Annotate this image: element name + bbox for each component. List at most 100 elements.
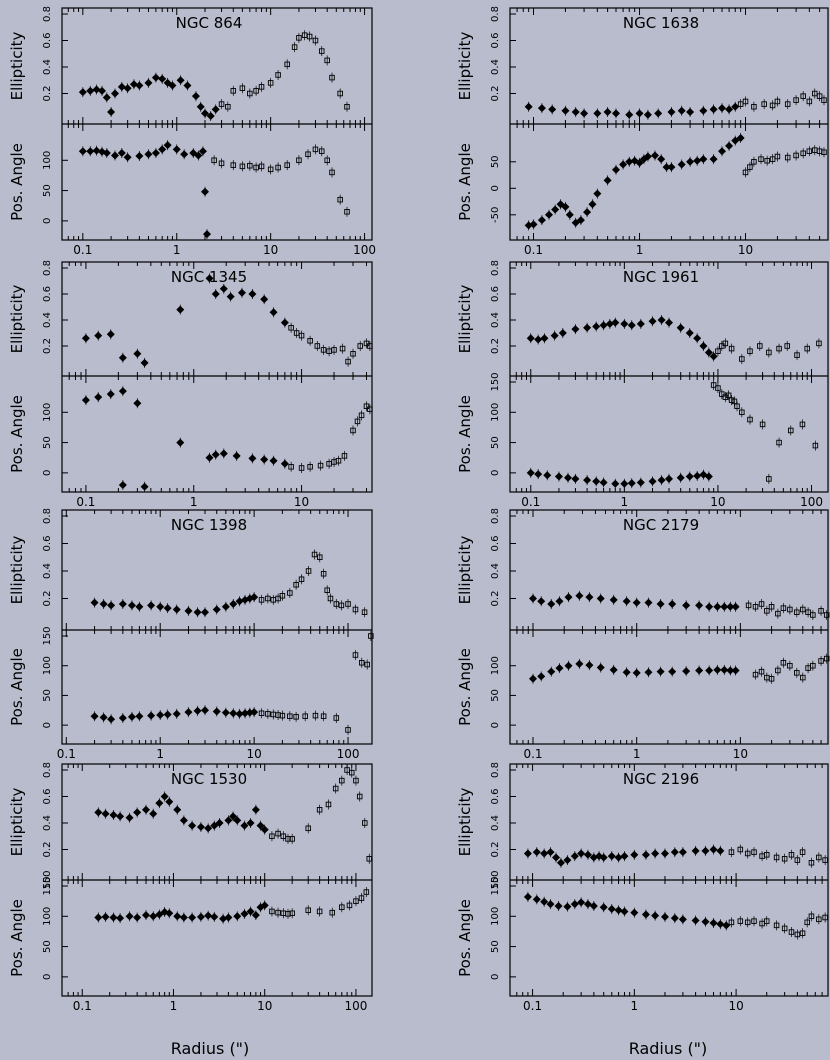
ngc-1530-pa-ytick-label: 100	[42, 907, 53, 926]
ngc-2196-ellipticity-point	[709, 845, 718, 854]
ngc-2179-pa-point	[752, 671, 759, 678]
ngc-1530-ellipticity-point	[305, 825, 311, 832]
ngc-1961-ylabel-ellipticity: Ellipticity	[456, 285, 474, 354]
ngc-1398-pa-point	[320, 713, 327, 719]
ngc-1398-pa-point	[212, 707, 221, 716]
ngc-1398-ellipticity-point	[193, 608, 202, 617]
ngc-1530-pa-point	[316, 908, 323, 915]
ngc-864-ellipticity-point	[158, 74, 167, 83]
ngc-1530-ellipticity-point	[275, 830, 281, 837]
ngc-864-pa-ytick-label: 0	[42, 218, 53, 224]
ngc-1638-pa-point	[693, 156, 702, 165]
ngc-1398-pa-point	[90, 712, 99, 721]
ngc-1961-pa-point	[715, 385, 721, 391]
ngc-2196-ellipticity-point	[808, 860, 815, 866]
ngc-2196-ellipticity-point	[751, 849, 757, 855]
ngc-1530-ellipticity-point	[142, 805, 151, 814]
ngc-1398-pa-point	[193, 706, 202, 715]
ngc-1398-title: NGC 1398	[171, 516, 247, 534]
ngc-1638-ellipticity-point	[643, 110, 652, 119]
ngc-1398-xtick-label: 1	[156, 747, 164, 761]
ngc-2179-pa-point	[780, 659, 787, 666]
ngc-864-pa-point	[163, 141, 172, 150]
ngc-864-pa-point	[329, 169, 335, 176]
ngc-1530-ellipticity-point	[133, 808, 142, 817]
ngc-1638-ellipticity-point	[816, 93, 823, 99]
ngc-1345-ellipticity-point	[237, 288, 246, 297]
ngc-2196-ell-ytick-label: 150	[490, 870, 501, 889]
ngc-1345-pa-point	[367, 406, 373, 413]
ngc-1530-pa-ytick-label: 150	[42, 876, 53, 895]
ngc-1961-pa-ytick-label: 50	[490, 436, 501, 449]
ngc-1961-ellipticity-point	[605, 319, 614, 328]
ngc-1530-pa-point	[233, 912, 242, 921]
ngc-2179-pa-point	[810, 662, 816, 669]
ngc-1961-ellipticity-point	[550, 331, 559, 340]
ngc-1961-ellipticity-point	[648, 317, 657, 326]
ngc-1398-pa-point	[241, 709, 250, 718]
ngc-1638-pa-point	[657, 155, 666, 164]
ngc-1638-ellipticity-point	[821, 97, 827, 103]
ngc-2196-xtick-label: 0.1	[523, 999, 542, 1013]
ngc-2196-title: NGC 2196	[623, 770, 699, 788]
ngc-2196-ell-ytick-label: 0.4	[490, 815, 501, 831]
ngc-1398-pa-point	[156, 711, 165, 720]
ngc-1638-ellipticity-point	[742, 98, 749, 105]
ngc-2196-ellipticity-point	[763, 852, 770, 858]
ngc-1961-pa-point	[657, 476, 666, 485]
ngc-1530-ellipticity-point	[240, 821, 249, 830]
ngc-2179-ylabel-ellipticity: Ellipticity	[456, 536, 474, 605]
ngc-2196-ellipticity-point	[794, 857, 801, 863]
ngc-1530-pa-point	[149, 912, 158, 921]
ngc-1530-ellipticity-point	[325, 801, 332, 808]
ngc-1961-pa-point	[759, 421, 766, 428]
ngc-1345-ellipticity-point	[248, 290, 257, 298]
ngc-864-ellipticity-point	[318, 48, 325, 54]
ngc-1398-pa-point	[302, 713, 308, 719]
ngc-1961-ell-ytick-label: 0.6	[490, 286, 501, 302]
ngc-1530-pa-point	[210, 912, 219, 921]
ngc-1398-pa-point	[258, 710, 265, 717]
ngc-2196-pa-point	[751, 918, 757, 924]
ngc-1345-ell-ytick-label: 0.8	[42, 260, 53, 276]
ngc-1638-ellipticity-point	[625, 110, 634, 119]
ngc-1530-pa-point	[246, 907, 255, 916]
ngc-2179-pa-point	[800, 674, 806, 681]
ngc-2196-ylabel-pos-angle: Pos. Angle	[456, 899, 474, 977]
ngc-2179-pa-point	[537, 672, 546, 681]
ngc-2179-pa-ytick-label: 0	[490, 722, 501, 728]
ngc-1398-pa-ytick-label: 150	[42, 626, 53, 645]
ngc-1345-pa-point	[288, 464, 294, 470]
ngc-2179-frame	[509, 509, 829, 745]
ngc-1530-ellipticity-point	[224, 816, 233, 825]
ngc-1530-ellipticity-point	[362, 820, 368, 826]
ngc-1961-pa-point	[620, 479, 629, 488]
ngc-1638-pa-point	[625, 157, 634, 166]
ngc-1345-ylabel-pos-angle: Pos. Angle	[8, 395, 26, 473]
ngc-1638-pa-point	[709, 155, 718, 164]
ngc-1961-pa-point	[526, 468, 535, 477]
ngc-1530-pa-ytick-label: 50	[42, 940, 53, 953]
x-axis-label-left: Radius (")	[171, 1039, 250, 1058]
ngc-1961-ellipticity-point	[571, 325, 580, 334]
ngc-1961-ellipticity-point	[534, 335, 543, 344]
ngc-1961-ellipticity-point	[620, 319, 629, 328]
ngc-864-pa-point	[151, 149, 160, 158]
ngc-2196-ellipticity-point	[583, 850, 592, 859]
ngc-2179-pa-point	[818, 658, 824, 664]
ngc-864-pa-point	[198, 147, 207, 156]
ngc-1398-ellipticity-point	[135, 602, 144, 611]
ngc-864-pa-point	[312, 146, 319, 153]
ngc-2196-ellipticity-point	[816, 854, 822, 861]
ngc-1638-ellipticity-point	[677, 106, 686, 115]
ngc-1345-ellipticity-point	[350, 351, 356, 357]
ngc-1398-ellipticity-point	[172, 605, 181, 614]
ngc-2179-ell-ytick-label: 0.2	[490, 591, 501, 607]
ngc-2179-ellipticity-point	[555, 597, 564, 606]
ngc-2196-pa-point	[540, 897, 549, 906]
ngc-864-ellipticity-point	[144, 78, 153, 87]
ngc-1638-pa-point	[758, 156, 764, 162]
ngc-1638-ellipticity-point	[524, 102, 533, 111]
ngc-864-ylabel-ellipticity: Ellipticity	[8, 32, 26, 101]
ngc-2196-pa-point	[822, 914, 828, 921]
